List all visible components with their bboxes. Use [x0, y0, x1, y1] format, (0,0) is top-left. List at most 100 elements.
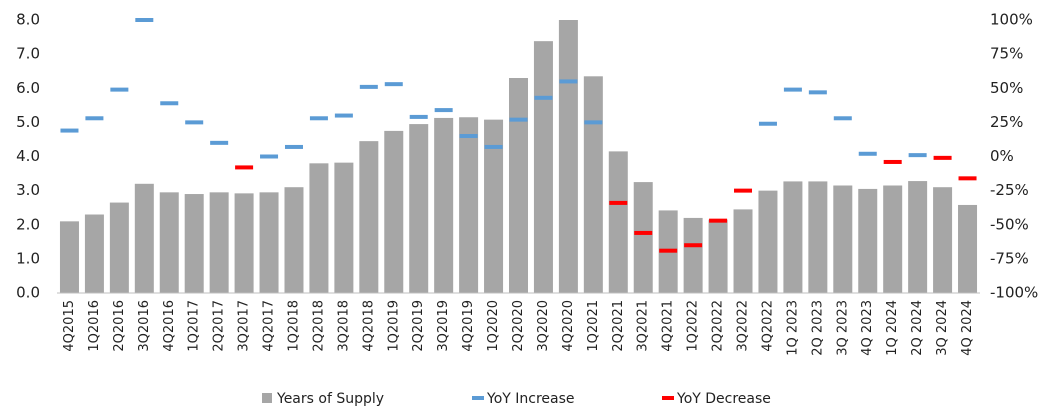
bar [209, 192, 229, 293]
x-tick-label: 4Q2018 [361, 300, 376, 352]
bar [334, 162, 354, 293]
x-tick-label: 4Q2016 [162, 300, 177, 352]
x-tick-label: 4Q2022 [760, 300, 775, 352]
x-tick-label: 3Q 2024 [935, 300, 950, 356]
y2-tick-label: 75% [990, 45, 1023, 63]
x-tick-label: 1Q2020 [486, 300, 501, 352]
dash-marker [883, 159, 902, 164]
y2-tick-label: -25% [990, 181, 1029, 199]
bar [958, 204, 978, 293]
bar [109, 202, 129, 293]
y2-tick-label: -100% [990, 284, 1038, 302]
y2-tick-label: -75% [990, 249, 1029, 267]
dash-marker [933, 155, 952, 160]
x-tick-label: 3Q2021 [636, 300, 651, 352]
bar [858, 188, 878, 293]
y2-tick-label: 25% [990, 113, 1023, 131]
bar [84, 214, 104, 293]
y2-tick-label: -50% [990, 215, 1029, 233]
y-tick-label: 5.0 [16, 113, 40, 131]
dash-marker [334, 113, 353, 118]
x-tick-label: 1Q 2023 [785, 300, 800, 356]
y-tick-label: 6.0 [16, 79, 40, 97]
x-tick-label: 2Q2016 [112, 300, 127, 352]
y2-tick-label: 100% [990, 11, 1033, 29]
dash-marker [384, 82, 403, 87]
bar [159, 192, 179, 293]
x-tick-label: 2Q2021 [611, 300, 626, 352]
bar [733, 209, 753, 293]
legend-swatch [662, 396, 674, 400]
dash-marker [160, 101, 179, 106]
bar [134, 183, 154, 293]
y-tick-label: 3.0 [16, 181, 40, 199]
dash-marker [484, 144, 503, 149]
dash-marker [559, 79, 578, 84]
bar [808, 181, 828, 293]
x-tick-label: 1Q2016 [87, 300, 102, 352]
dash-marker [833, 116, 852, 121]
y-tick-label: 4.0 [16, 147, 40, 165]
x-tick-label: 2Q 2023 [810, 300, 825, 356]
x-tick-label: 4Q 2024 [960, 300, 975, 356]
dash-marker [858, 151, 877, 156]
x-tick-label: 4Q 2023 [860, 300, 875, 356]
bar [783, 181, 803, 293]
dash-marker [135, 18, 154, 22]
bar [558, 20, 578, 293]
bar [484, 119, 504, 294]
y-tick-label: 0.0 [16, 284, 40, 302]
x-tick-label: 1Q2021 [586, 300, 601, 352]
x-tick-label: 3Q2017 [237, 300, 252, 352]
bar [833, 185, 853, 293]
bar [708, 219, 728, 293]
dash-marker [634, 230, 653, 235]
dash-marker [359, 84, 378, 89]
dash-marker [409, 114, 428, 119]
dash-marker [609, 200, 628, 205]
x-tick-label: 4Q2021 [661, 300, 676, 352]
dash-marker [659, 248, 678, 253]
dash-marker [185, 120, 204, 125]
y-tick-label: 1.0 [16, 249, 40, 267]
legend-swatch [262, 393, 272, 403]
bar [608, 151, 628, 293]
bar [434, 117, 454, 293]
dash-marker [60, 128, 79, 133]
bar [583, 76, 603, 294]
dash-marker [808, 90, 827, 95]
x-tick-label: 2Q2022 [711, 300, 726, 352]
x-tick-label: 4Q2015 [62, 300, 77, 352]
legend-swatch [472, 396, 484, 400]
x-tick-label: 1Q 2024 [885, 300, 900, 356]
x-tick-label: 3Q2016 [137, 300, 152, 352]
bar [633, 182, 653, 293]
dash-marker [958, 176, 977, 181]
legend-label: YoY Increase [486, 391, 575, 406]
dash-marker [908, 153, 927, 158]
bar [459, 117, 479, 293]
x-tick-label: 2Q2020 [511, 300, 526, 352]
bar [184, 194, 204, 293]
dash-marker [284, 144, 303, 149]
y-tick-label: 2.0 [16, 215, 40, 233]
bar [908, 181, 928, 293]
bar [533, 41, 553, 293]
bar [409, 124, 429, 293]
y-tick-label: 8.0 [16, 11, 40, 29]
x-tick-label: 4Q2020 [561, 300, 576, 352]
bar [883, 185, 903, 293]
dash-marker [210, 140, 229, 145]
bar [933, 187, 953, 293]
x-tick-label: 3Q2018 [336, 300, 351, 352]
bar [59, 221, 79, 293]
dash-marker [110, 87, 129, 92]
dash-marker [309, 116, 328, 121]
bar [284, 187, 304, 293]
dash-marker [684, 243, 703, 248]
bar [384, 130, 404, 293]
x-tick-label: 2Q 2024 [910, 300, 925, 356]
x-tick-label: 3Q2019 [436, 300, 451, 352]
bar [309, 163, 329, 293]
dash-marker [584, 120, 603, 125]
